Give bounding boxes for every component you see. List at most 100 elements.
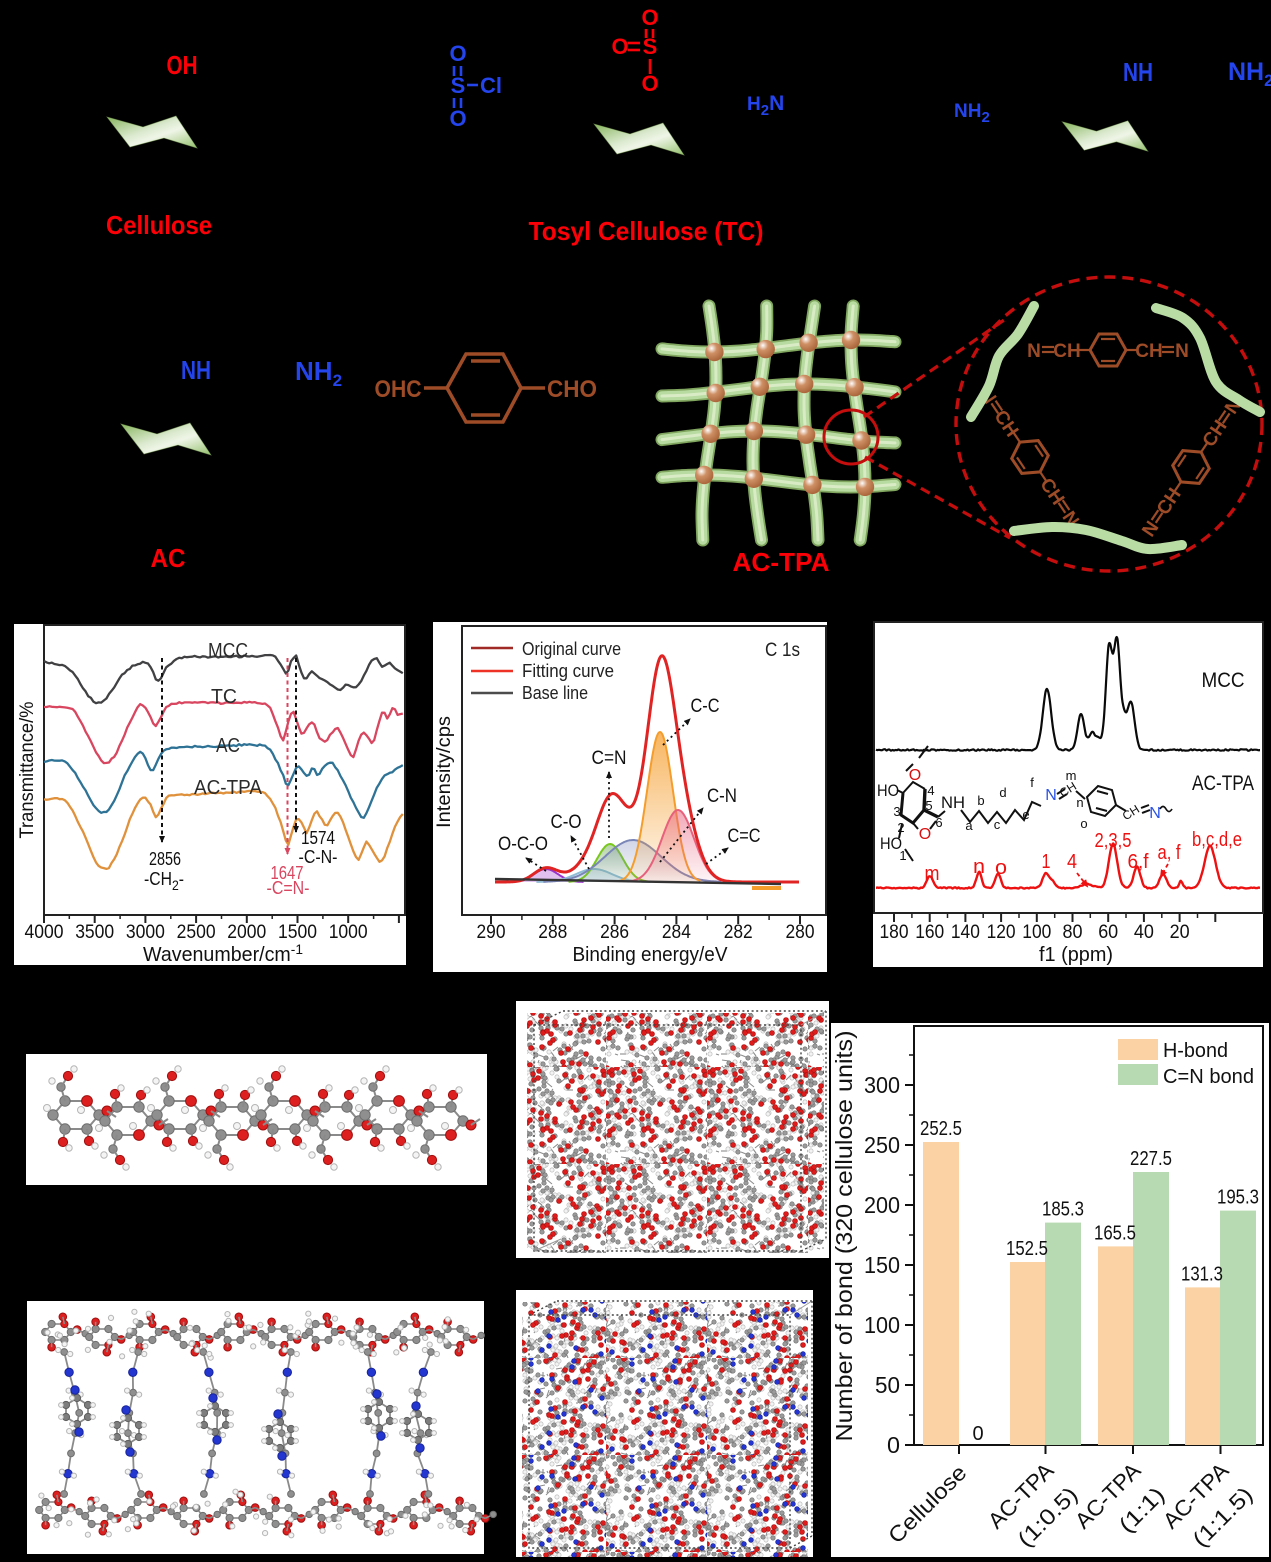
svg-text:1000: 1000 <box>329 922 368 943</box>
svg-text:AC-TPA: AC-TPA <box>1192 772 1254 795</box>
svg-text:C-C: C-C <box>691 696 720 717</box>
svg-text:180: 180 <box>880 922 909 943</box>
svg-text:m: m <box>925 863 940 885</box>
svg-text:0: 0 <box>887 1432 900 1458</box>
svg-text:131.3: 131.3 <box>1181 1263 1223 1285</box>
svg-text:40: 40 <box>1134 922 1154 943</box>
svg-text:CH: CH <box>1135 341 1162 362</box>
svg-text:286: 286 <box>600 922 629 943</box>
svg-text:N: N <box>1045 787 1057 804</box>
svg-text:S: S <box>451 73 466 98</box>
svg-text:5: 5 <box>925 798 932 813</box>
svg-text:Base line: Base line <box>522 683 588 703</box>
svg-text:MCC: MCC <box>1202 669 1245 692</box>
svg-text:N: N <box>1149 805 1161 822</box>
svg-text:AC-TPA: AC-TPA <box>733 547 830 577</box>
svg-text:O: O <box>449 41 466 66</box>
svg-text:NH: NH <box>181 355 211 385</box>
svg-text:50: 50 <box>875 1372 900 1398</box>
svg-text:CH: CH <box>1053 341 1080 362</box>
svg-text:n: n <box>1076 795 1083 810</box>
svg-text:O: O <box>449 106 466 131</box>
svg-text:N: N <box>1175 341 1189 362</box>
svg-text:3500: 3500 <box>75 922 114 943</box>
svg-text:n: n <box>973 856 985 878</box>
svg-text:20: 20 <box>1170 922 1190 943</box>
svg-text:b,c,d,e: b,c,d,e <box>1192 829 1242 851</box>
svg-text:CHO: CHO <box>547 376 597 403</box>
svg-text:1: 1 <box>1042 851 1051 873</box>
svg-text:0: 0 <box>972 1423 983 1445</box>
svg-text:Transmittance/%: Transmittance/% <box>17 701 38 838</box>
svg-text:250: 250 <box>864 1132 900 1158</box>
svg-text:Tosyl Cellulose (TC): Tosyl Cellulose (TC) <box>529 216 764 246</box>
svg-text:160: 160 <box>915 922 944 943</box>
svg-text:TC: TC <box>211 686 237 708</box>
svg-text:300: 300 <box>864 1072 900 1098</box>
svg-text:185.3: 185.3 <box>1042 1199 1084 1221</box>
svg-text:Number of bond (320 cellulose: Number of bond (320 cellulose units) <box>831 1031 857 1442</box>
svg-text:280: 280 <box>786 922 815 943</box>
svg-text:H-bond: H-bond <box>1163 1040 1228 1062</box>
svg-text:140: 140 <box>951 922 980 943</box>
svg-text:2856: 2856 <box>149 849 181 869</box>
svg-text:d: d <box>999 785 1006 800</box>
svg-text:288: 288 <box>538 922 567 943</box>
svg-text:O: O <box>909 767 921 784</box>
svg-text:C=N bond: C=N bond <box>1163 1066 1254 1088</box>
svg-text:-C-N-: -C-N- <box>299 847 338 867</box>
svg-text:O: O <box>919 826 931 843</box>
svg-text:6: 6 <box>935 815 942 830</box>
svg-text:2,3,5: 2,3,5 <box>1095 830 1132 852</box>
svg-text:O: O <box>611 34 628 59</box>
svg-text:b: b <box>977 793 984 808</box>
svg-text:O-C-O: O-C-O <box>498 834 548 855</box>
svg-text:60: 60 <box>1098 922 1118 943</box>
svg-text:OH: OH <box>167 50 198 80</box>
svg-text:100: 100 <box>864 1312 900 1338</box>
svg-text:N: N <box>1027 341 1041 362</box>
svg-text:80: 80 <box>1063 922 1083 943</box>
svg-text:3: 3 <box>893 804 900 819</box>
svg-text:165.5: 165.5 <box>1094 1222 1136 1244</box>
svg-text:Binding energy/eV: Binding energy/eV <box>573 944 729 966</box>
svg-text:Intensity/cps: Intensity/cps <box>434 716 455 828</box>
svg-text:282: 282 <box>724 922 753 943</box>
svg-text:Cellulose: Cellulose <box>106 210 212 240</box>
svg-text:4000: 4000 <box>25 922 64 943</box>
svg-text:HO: HO <box>877 781 899 800</box>
svg-text:O: O <box>641 5 658 30</box>
svg-text:OHC: OHC <box>375 376 422 403</box>
svg-text:-C=N-: -C=N- <box>267 878 310 898</box>
svg-text:O: O <box>641 71 658 96</box>
svg-text:e: e <box>1022 807 1029 822</box>
svg-text:C 1s: C 1s <box>765 640 800 661</box>
svg-text:C=C: C=C <box>728 826 761 847</box>
svg-text:AC: AC <box>151 543 186 573</box>
svg-text:Fitting curve: Fitting curve <box>522 661 614 681</box>
svg-text:2: 2 <box>897 820 904 835</box>
svg-text:C-N: C-N <box>707 786 737 807</box>
svg-text:NH: NH <box>941 793 965 812</box>
svg-text:f: f <box>1030 775 1034 790</box>
svg-text:1500: 1500 <box>278 922 317 943</box>
svg-text:100: 100 <box>1022 922 1051 943</box>
svg-text:120: 120 <box>987 922 1016 943</box>
svg-text:6,f: 6,f <box>1128 851 1149 873</box>
svg-text:4: 4 <box>1067 851 1077 873</box>
svg-text:1: 1 <box>899 848 906 863</box>
svg-text:Wavenumber/cm-1: Wavenumber/cm-1 <box>143 941 303 966</box>
svg-text:290: 290 <box>477 922 506 943</box>
svg-text:150: 150 <box>864 1252 900 1278</box>
svg-text:195.3: 195.3 <box>1217 1187 1259 1209</box>
svg-text:a: a <box>965 818 973 833</box>
svg-text:2500: 2500 <box>177 922 216 943</box>
svg-text:Original curve: Original curve <box>522 639 621 659</box>
svg-text:f1 (ppm): f1 (ppm) <box>1039 944 1113 966</box>
svg-text:MCC: MCC <box>208 640 248 662</box>
svg-text:1574: 1574 <box>301 828 335 848</box>
svg-text:o: o <box>995 857 1007 879</box>
svg-text:4: 4 <box>927 783 934 798</box>
svg-text:NH: NH <box>1123 57 1153 87</box>
svg-text:152.5: 152.5 <box>1006 1238 1048 1260</box>
